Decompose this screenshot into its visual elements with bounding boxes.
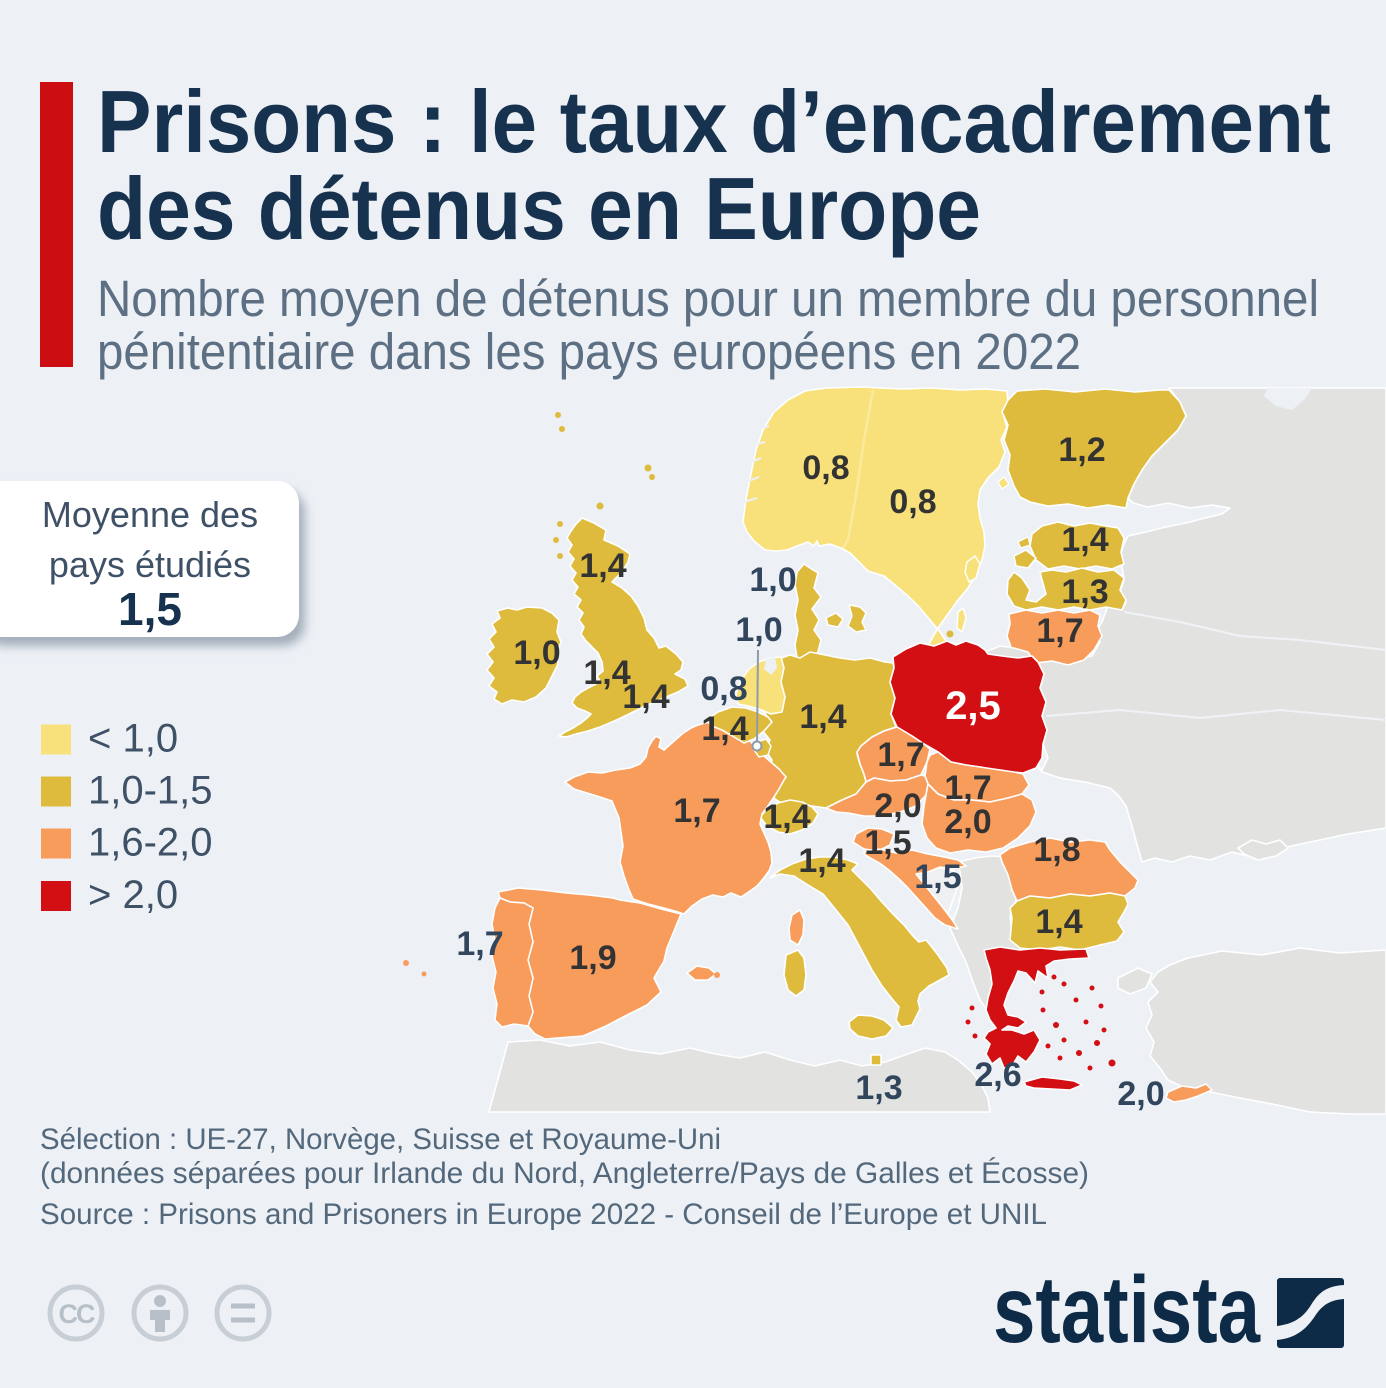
svg-text:des détenus en Europe: des détenus en Europe <box>97 159 981 258</box>
svg-text:1,4: 1,4 <box>798 842 845 880</box>
svg-text:2,6: 2,6 <box>974 1056 1021 1094</box>
svg-text:> 2,0: > 2,0 <box>88 873 178 917</box>
svg-text:1,4: 1,4 <box>579 547 626 585</box>
svg-text:Source : Prisons and Prisoners: Source : Prisons and Prisoners in Europe… <box>40 1198 1047 1231</box>
svg-text:pénitentiaire dans les pays eu: pénitentiaire dans les pays européens en… <box>97 323 1081 380</box>
svg-text:Prisons : le taux d’encadremen: Prisons : le taux d’encadrement <box>97 72 1331 171</box>
svg-text:1,8: 1,8 <box>1033 831 1080 869</box>
svg-text:1,4: 1,4 <box>763 798 810 836</box>
svg-text:pays étudiés: pays étudiés <box>49 544 251 585</box>
svg-text:1,4: 1,4 <box>799 698 846 736</box>
svg-text:1,7: 1,7 <box>877 736 924 774</box>
svg-text:(données séparées pour Irlande: (données séparées pour Irlande du Nord, … <box>40 1157 1089 1190</box>
svg-text:2,5: 2,5 <box>945 684 1001 728</box>
svg-text:1,4: 1,4 <box>701 710 748 748</box>
svg-text:1,9: 1,9 <box>569 939 616 977</box>
svg-text:1,7: 1,7 <box>673 792 720 830</box>
svg-text:1,3: 1,3 <box>855 1069 902 1107</box>
svg-text:1,0: 1,0 <box>735 611 782 649</box>
svg-text:1,5: 1,5 <box>914 858 961 896</box>
svg-text:1,5: 1,5 <box>118 583 182 635</box>
svg-text:1,6-2,0: 1,6-2,0 <box>88 821 213 865</box>
svg-text:1,3: 1,3 <box>1061 573 1108 611</box>
svg-text:0,8: 0,8 <box>802 449 849 487</box>
svg-text:1,5: 1,5 <box>864 824 911 862</box>
svg-text:< 1,0: < 1,0 <box>88 717 178 761</box>
svg-text:statista: statista <box>993 1257 1261 1363</box>
svg-text:2,0: 2,0 <box>1117 1075 1164 1113</box>
svg-text:0,8: 0,8 <box>889 483 936 521</box>
svg-text:2,0: 2,0 <box>944 803 991 841</box>
svg-text:1,0: 1,0 <box>513 634 560 672</box>
svg-text:Sélection : UE-27, Norvège, Su: Sélection : UE-27, Norvège, Suisse et Ro… <box>40 1123 721 1156</box>
svg-text:1,0-1,5: 1,0-1,5 <box>88 769 213 813</box>
svg-text:1,4: 1,4 <box>583 654 630 692</box>
svg-text:1,7: 1,7 <box>456 925 503 963</box>
svg-text:1,4: 1,4 <box>1035 903 1082 941</box>
svg-text:1,4: 1,4 <box>1061 521 1108 559</box>
svg-text:1,4: 1,4 <box>622 678 669 716</box>
svg-text:2,0: 2,0 <box>874 787 921 825</box>
svg-text:0,8: 0,8 <box>700 670 747 708</box>
svg-text:Moyenne des: Moyenne des <box>42 494 258 535</box>
svg-text:1,0: 1,0 <box>749 561 796 599</box>
svg-text:1,7: 1,7 <box>944 769 991 807</box>
svg-text:1,2: 1,2 <box>1058 431 1105 469</box>
svg-text:1,7: 1,7 <box>1036 612 1083 650</box>
svg-text:CC: CC <box>59 1299 95 1329</box>
svg-text:Nombre moyen de détenus pour u: Nombre moyen de détenus pour un membre d… <box>97 270 1319 327</box>
